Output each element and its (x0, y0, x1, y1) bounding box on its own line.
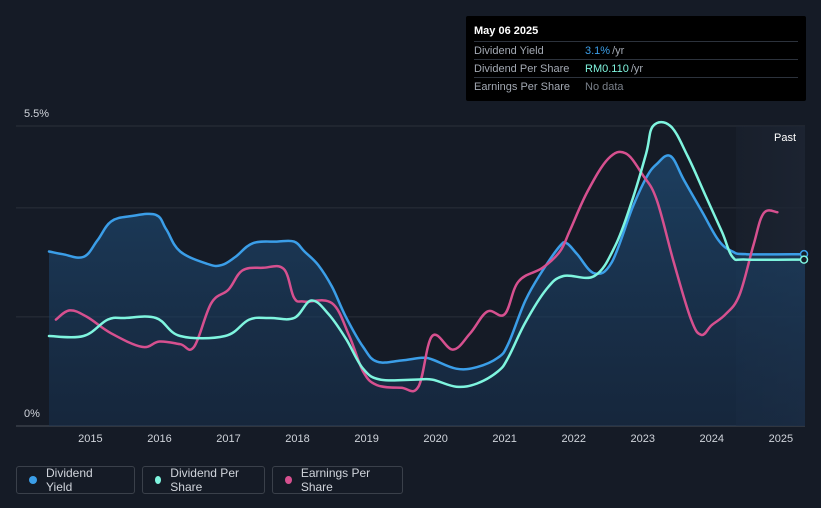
x-tick-label: 2016 (147, 433, 172, 445)
tooltip-label: Earnings Per Share (474, 80, 570, 93)
x-tick-label: 2015 (78, 433, 103, 445)
tooltip-label: Dividend Yield (474, 44, 544, 57)
legend-label: Earnings Per Share (300, 466, 371, 494)
dividend-yield-line (47, 154, 807, 371)
x-tick-label: 2023 (630, 433, 655, 445)
tooltip-value: RM0.110 (585, 62, 629, 75)
legend-dot-icon (29, 476, 37, 484)
y-axis-bottom-label: 0% (24, 408, 40, 420)
chart-tooltip: May 06 2025 Dividend Yield 3.1% /yr Divi… (466, 16, 806, 101)
dividend-per-share-line (47, 120, 807, 389)
legend-item-dividend-per-share[interactable]: Dividend Per Share (142, 466, 265, 494)
x-tick-label: 2019 (354, 433, 379, 445)
legend-dot-icon (155, 476, 162, 484)
x-tick-label: 2022 (561, 433, 586, 445)
tooltip-row-earnings-per-share: Earnings Per Share No data (474, 77, 798, 95)
tooltip-row-dividend-per-share: Dividend Per Share RM0.110 /yr (474, 59, 798, 77)
x-tick-label: 2024 (699, 433, 725, 445)
tooltip-unit: /yr (612, 44, 625, 57)
dividend-yield-area (49, 155, 805, 426)
x-tick-label: 2025 (768, 433, 794, 445)
tooltip-row-dividend-yield: Dividend Yield 3.1% /yr (474, 41, 798, 59)
tooltip-date: May 06 2025 (474, 25, 539, 37)
tooltip-unit: /yr (630, 62, 644, 75)
legend-item-earnings-per-share[interactable]: Earnings Per Share (272, 466, 403, 494)
tooltip-value: No data (585, 80, 624, 93)
tooltip-label: Dividend Per Share (474, 62, 570, 75)
legend-label: Dividend Per Share (170, 466, 239, 494)
legend-dot-icon (285, 476, 292, 484)
legend-item-dividend-yield[interactable]: Dividend Yield (16, 466, 135, 494)
x-tick-label: 2021 (492, 433, 517, 445)
legend-label: Dividend Yield (46, 466, 93, 494)
earnings-per-share-line (54, 150, 779, 393)
past-region-label: Past (774, 132, 797, 144)
tooltip-value: 3.1% (585, 44, 611, 57)
dividend-per-share-end-marker (799, 255, 809, 264)
y-axis-top-label: 5.5% (24, 108, 50, 120)
x-tick-label: 2017 (216, 433, 241, 445)
x-tick-label: 2020 (423, 433, 448, 445)
x-tick-label: 2018 (285, 433, 310, 445)
